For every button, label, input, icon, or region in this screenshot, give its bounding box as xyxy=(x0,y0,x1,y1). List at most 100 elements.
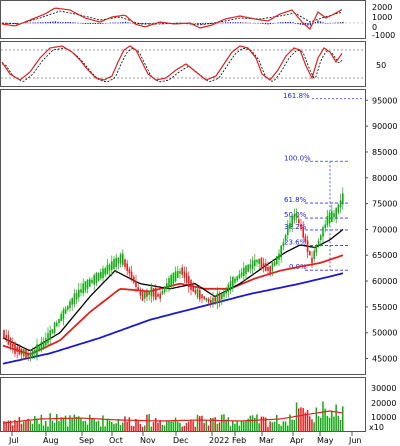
macd-histogram-bar xyxy=(292,22,294,24)
candle-body xyxy=(300,224,302,229)
candle-body xyxy=(342,193,344,205)
macd-histogram-bar xyxy=(74,22,77,24)
macd-histogram-bar xyxy=(277,22,279,24)
volume-bar xyxy=(18,417,21,431)
candle-body xyxy=(111,261,113,270)
volume-bar xyxy=(322,401,324,431)
volume-bar xyxy=(262,416,265,431)
volume-bar xyxy=(282,421,285,431)
volume-bar xyxy=(95,421,98,431)
volume-bar xyxy=(91,418,93,431)
volume-bar xyxy=(56,414,58,431)
candle-body xyxy=(179,271,181,274)
candle-body xyxy=(67,306,69,310)
candle-body xyxy=(157,293,159,297)
volume-bar xyxy=(240,420,243,431)
fib-level-label: 161.8% xyxy=(283,92,310,100)
volume-bar xyxy=(306,409,309,431)
macd-histogram-bar xyxy=(124,21,127,24)
volume-bar xyxy=(62,417,65,431)
stoch-k-line xyxy=(1,45,343,81)
volume-bars xyxy=(2,401,344,431)
macd-histogram-bar xyxy=(47,21,49,24)
candle-body xyxy=(113,258,115,270)
volume-bar xyxy=(130,425,133,431)
volume-bar xyxy=(128,417,131,431)
volume-bar xyxy=(166,420,168,431)
candle-body xyxy=(181,267,183,275)
volume-bar xyxy=(188,421,190,431)
volume-bar xyxy=(14,419,16,431)
candle-body xyxy=(163,286,166,293)
macd-histogram-bar xyxy=(94,23,97,24)
volume-bar xyxy=(45,420,47,431)
volume-bar xyxy=(265,417,267,431)
candle-body xyxy=(317,240,320,246)
candle-body xyxy=(150,286,153,297)
candle-body xyxy=(236,276,238,281)
macd-histogram-bar xyxy=(87,23,89,24)
stochastic-panel xyxy=(0,41,366,87)
volume-bar xyxy=(47,426,49,431)
macd-histogram-bar xyxy=(309,23,312,26)
candle-body xyxy=(12,343,14,347)
volume-bar xyxy=(227,417,230,431)
candle-body xyxy=(95,273,98,284)
volume-bar xyxy=(300,407,302,431)
x-tick-label: Dec xyxy=(173,436,188,445)
volume-bar xyxy=(163,425,166,431)
macd-histogram-bar xyxy=(52,21,54,24)
x-tick-label: Feb xyxy=(232,436,246,445)
x-tick-label: 2022 xyxy=(209,436,229,445)
volume-bar xyxy=(159,420,161,431)
macd-histogram-bar xyxy=(62,22,64,24)
macd-histogram-bar xyxy=(49,21,52,24)
macd-tick-label: -1000 xyxy=(372,31,395,40)
candle-body xyxy=(295,212,298,219)
candle-body xyxy=(203,296,205,300)
volume-panel xyxy=(0,377,366,432)
volume-bar xyxy=(25,421,27,431)
candle-body xyxy=(212,297,214,304)
volume-bar xyxy=(342,406,344,431)
volume-bar xyxy=(269,421,271,431)
macd-histogram-bar xyxy=(319,21,322,24)
candle-body xyxy=(168,278,170,288)
macd-histogram-bar xyxy=(14,23,17,25)
volume-bar xyxy=(258,423,260,431)
candle-body xyxy=(128,269,131,274)
candle-body xyxy=(56,322,58,326)
candle-body xyxy=(177,270,179,278)
macd-histogram-bar xyxy=(297,23,299,25)
candle-body xyxy=(339,200,342,208)
candle-body xyxy=(333,213,335,218)
macd-histogram-bar xyxy=(327,23,329,24)
axis-ticks: 95000 90000 85000 80000 75000 70000 65000 60000… xyxy=(8,3,397,445)
candle-body xyxy=(82,283,84,294)
volume-bar xyxy=(284,421,287,431)
candle-body xyxy=(298,219,300,224)
candle-body xyxy=(16,346,18,352)
volume-bar xyxy=(273,421,276,431)
macd-histogram-bar xyxy=(229,22,232,24)
macd-histogram-bar xyxy=(129,22,132,24)
x-tick-label: Mar xyxy=(259,436,275,445)
macd-histogram-bar xyxy=(259,23,262,24)
macd-histogram-bar xyxy=(64,22,67,24)
volume-bar xyxy=(210,418,212,431)
volume-bar xyxy=(205,419,208,431)
candle-body xyxy=(9,338,12,347)
price-tick-label: 45000 xyxy=(372,355,397,364)
candle-body xyxy=(49,330,51,340)
volume-bar xyxy=(333,416,335,431)
candle-body xyxy=(247,264,249,272)
volume-bar xyxy=(73,414,76,431)
candle-body xyxy=(238,274,241,279)
volume-bar xyxy=(104,426,106,431)
candle-body xyxy=(240,272,243,276)
macd-histogram-bar xyxy=(212,23,214,24)
candle-body xyxy=(256,259,258,263)
candle-body xyxy=(207,298,210,303)
volume-bar xyxy=(309,416,311,431)
candle-body xyxy=(276,256,278,265)
